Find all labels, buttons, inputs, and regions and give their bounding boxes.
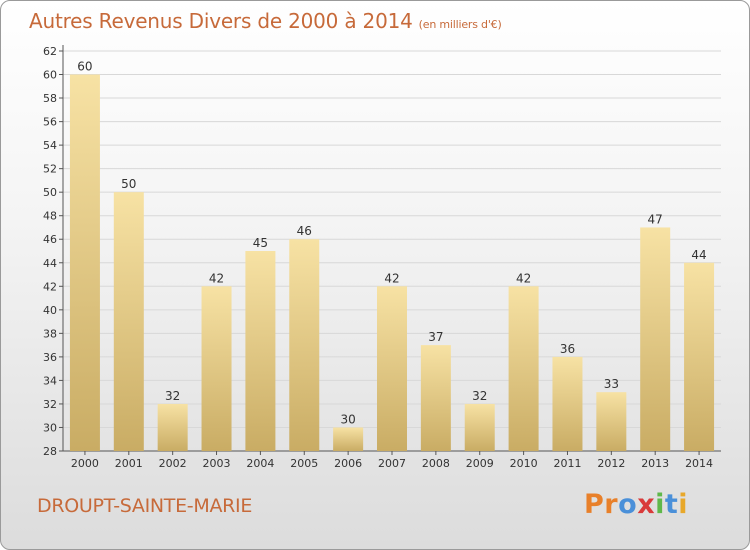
data-label: 33 — [604, 377, 619, 391]
y-tick-label: 52 — [43, 163, 57, 176]
y-tick-label: 46 — [43, 233, 57, 246]
bar — [552, 356, 583, 451]
y-tick-label: 36 — [43, 351, 57, 364]
data-label: 30 — [340, 412, 355, 426]
y-tick-label: 40 — [43, 304, 57, 317]
data-label: 32 — [472, 389, 487, 403]
bar — [596, 392, 627, 451]
x-tick-label: 2012 — [597, 457, 625, 470]
y-tick-label: 28 — [43, 445, 57, 458]
bar — [333, 427, 364, 451]
x-tick-label: 2010 — [510, 457, 538, 470]
tick-labels: 28 30 32 34 36 38 40 42 44 46 48 50 52 54 56 58 60 62 2000… — [43, 45, 713, 470]
x-tick-label: 2004 — [246, 457, 274, 470]
data-label: 42 — [516, 271, 531, 285]
y-tick-label: 42 — [43, 280, 57, 293]
x-tick-label: 2014 — [685, 457, 713, 470]
logo-letter: o — [618, 489, 638, 520]
x-tick-label: 2005 — [290, 457, 318, 470]
data-label: 37 — [428, 330, 443, 344]
y-tick-label: 44 — [43, 257, 57, 270]
proxiti-logo: Proxiti — [584, 489, 688, 520]
x-tick-label: 2001 — [115, 457, 143, 470]
data-label: 32 — [165, 389, 180, 403]
data-label: 42 — [384, 271, 399, 285]
x-tick-label: 2013 — [641, 457, 669, 470]
bar — [157, 403, 188, 451]
bar — [640, 227, 671, 451]
y-tick-label: 60 — [43, 69, 57, 82]
x-tick-label: 2008 — [422, 457, 450, 470]
bar — [508, 286, 539, 451]
x-tick-label: 2011 — [553, 457, 581, 470]
unit-label: (en milliers d'€) — [418, 18, 502, 31]
data-label: 50 — [121, 177, 136, 191]
bars — [69, 74, 715, 452]
x-tick-label: 2000 — [71, 457, 99, 470]
bar — [113, 192, 144, 452]
data-label: 36 — [560, 342, 575, 356]
bar — [245, 251, 276, 451]
bar — [69, 74, 100, 451]
x-tick-label: 2009 — [466, 457, 494, 470]
data-label: 44 — [691, 248, 706, 262]
data-label: 45 — [253, 236, 268, 250]
y-tick-label: 48 — [43, 210, 57, 223]
y-tick-label: 50 — [43, 186, 57, 199]
y-tick-label: 62 — [43, 45, 57, 58]
bar — [201, 286, 232, 451]
y-tick-label: 58 — [43, 92, 57, 105]
data-labels: 60 50 32 42 45 46 30 42 37 32 42 36 33 47 44 — [77, 60, 706, 427]
y-tick-label: 56 — [43, 116, 57, 129]
bar — [464, 403, 495, 451]
x-tick-label: 2006 — [334, 457, 362, 470]
logo-letter: i — [655, 489, 665, 520]
x-tick-label: 2007 — [378, 457, 406, 470]
bar — [420, 345, 451, 451]
logo-letter: r — [604, 489, 619, 520]
chart-title: Autres Revenus Divers de 2000 à 2014 (en … — [29, 9, 502, 33]
data-label: 46 — [297, 224, 312, 238]
location-name: DROUPT-SAINTE-MARIE — [37, 495, 253, 517]
data-label: 47 — [648, 212, 663, 226]
y-tick-label: 30 — [43, 421, 57, 434]
x-tick-label: 2003 — [203, 457, 231, 470]
y-tick-label: 38 — [43, 327, 57, 340]
x-tick-label: 2002 — [159, 457, 187, 470]
y-tick-label: 54 — [43, 139, 57, 152]
logo-letter: P — [584, 489, 605, 520]
logo-letter: x — [637, 489, 656, 520]
logo-letter: t — [664, 489, 679, 520]
data-label: 42 — [209, 271, 224, 285]
bar — [684, 262, 715, 451]
y-tick-label: 32 — [43, 398, 57, 411]
logo-letter: i — [678, 489, 689, 520]
bar — [289, 239, 320, 451]
bar — [377, 286, 407, 451]
data-label: 60 — [77, 60, 92, 74]
y-tick-label: 34 — [43, 374, 57, 387]
title-text: Autres Revenus Divers de 2000 à 2014 — [29, 9, 413, 33]
